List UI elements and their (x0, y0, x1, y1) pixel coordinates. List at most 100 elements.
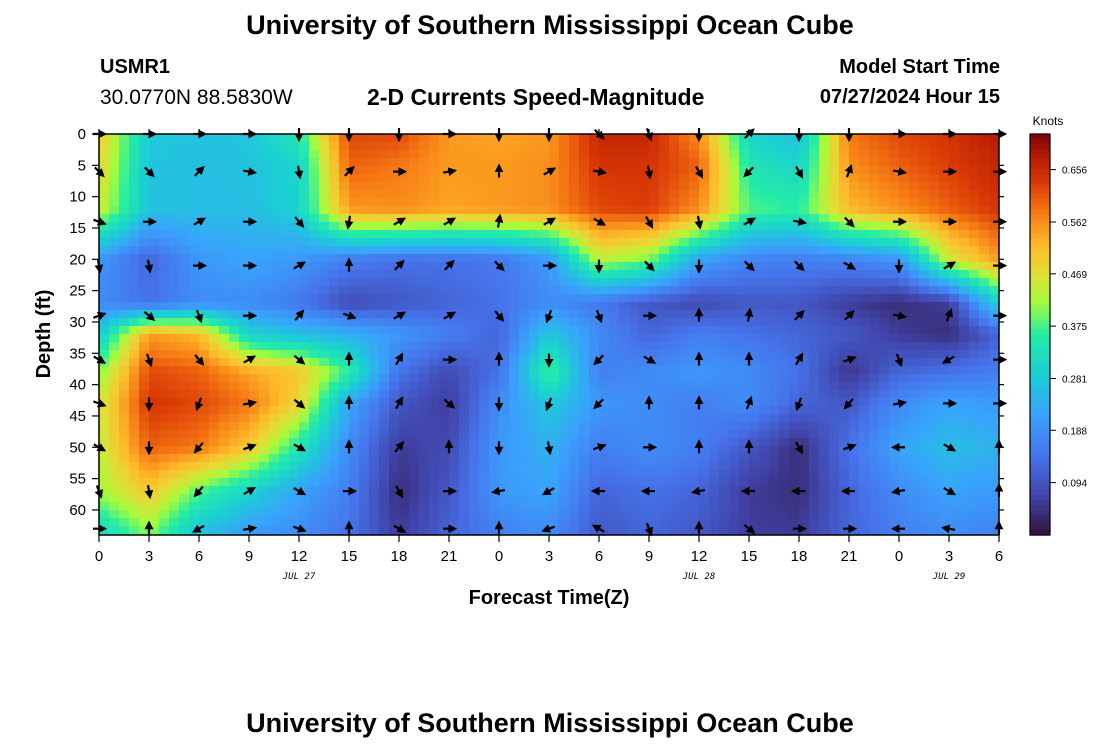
heatmap-cell (889, 430, 900, 439)
heatmap-cell (619, 518, 630, 527)
heatmap-cell (399, 270, 410, 279)
heatmap-cell (869, 454, 880, 463)
heatmap-cell (899, 174, 910, 183)
heatmap-cell (589, 334, 600, 343)
heatmap-cell (429, 334, 440, 343)
heatmap-cell (689, 286, 700, 295)
heatmap-cell (789, 342, 800, 351)
heatmap-cell (799, 302, 810, 311)
colorbar-segment (1030, 479, 1050, 486)
colorbar-segment (1030, 224, 1050, 230)
heatmap-cell (819, 454, 830, 463)
heatmap-cell (599, 230, 610, 239)
heatmap-cell (349, 190, 360, 199)
heatmap-cell (419, 478, 430, 487)
heatmap-cell (989, 446, 1000, 455)
x-tick-label: 3 (945, 548, 953, 565)
vector-arrow (794, 260, 805, 272)
heatmap-cell (969, 454, 980, 463)
heatmap-cell (859, 398, 870, 407)
heatmap-cell (969, 318, 980, 327)
heatmap-cell (419, 350, 430, 359)
heatmap-cell (219, 430, 230, 439)
heatmap-cell (359, 214, 370, 223)
heatmap-cell (459, 174, 470, 183)
heatmap-cell (549, 142, 560, 151)
heatmap-cell (759, 390, 770, 399)
heatmap-cell (739, 518, 750, 527)
heatmap-cell (189, 246, 200, 255)
heatmap-cell (159, 230, 170, 239)
heatmap-cell (109, 262, 120, 271)
heatmap-cell (829, 486, 840, 495)
heatmap-cell (739, 414, 750, 423)
heatmap-cell (979, 142, 990, 151)
heatmap-cell (739, 230, 750, 239)
heatmap-cell (339, 358, 350, 367)
heatmap-cell (449, 198, 460, 207)
heatmap-cell (849, 454, 860, 463)
heatmap-cell (479, 254, 490, 263)
heatmap-cell (659, 206, 670, 215)
heatmap-cell (209, 134, 220, 143)
heatmap-cell (779, 398, 790, 407)
heatmap-cell (409, 446, 420, 455)
heatmap-cell (649, 302, 660, 311)
heatmap-cell (579, 142, 590, 151)
heatmap-cell (219, 406, 230, 415)
heatmap-cell (469, 438, 480, 447)
heatmap-cell (149, 358, 160, 367)
heatmap-cell (439, 262, 450, 271)
heatmap-cell (959, 302, 970, 311)
heatmap-cell (969, 510, 980, 519)
heatmap-cell (329, 366, 340, 375)
heatmap-cell (989, 526, 1000, 535)
heatmap-cell (609, 358, 620, 367)
heatmap-cell (179, 262, 190, 271)
heatmap-cell (709, 142, 720, 151)
heatmap-cell (829, 470, 840, 479)
heatmap-cell (949, 278, 960, 287)
heatmap-cell (639, 294, 650, 303)
heatmap-cell (309, 294, 320, 303)
heatmap-cell (259, 190, 270, 199)
heatmap-cell (459, 190, 470, 199)
heatmap-cell (429, 382, 440, 391)
heatmap-cell (709, 414, 720, 423)
heatmap-cell (559, 142, 570, 151)
heatmap-cell (979, 214, 990, 223)
heatmap-cell (329, 334, 340, 343)
heatmap-cell (529, 190, 540, 199)
heatmap-cell (489, 222, 500, 231)
heatmap-cell (789, 454, 800, 463)
heatmap-cell (859, 286, 870, 295)
heatmap-cell (539, 318, 550, 327)
heatmap-cell (529, 438, 540, 447)
heatmap-cell (739, 374, 750, 383)
heatmap-cell (129, 486, 140, 495)
heatmap-cell (849, 398, 860, 407)
heatmap-cell (839, 478, 850, 487)
heatmap-cell (329, 214, 340, 223)
heatmap-cell (329, 478, 340, 487)
heatmap-cell (269, 342, 280, 351)
colorbar-segment (1030, 524, 1050, 531)
heatmap-cell (259, 246, 270, 255)
heatmap-cell (279, 390, 290, 399)
heatmap-cell (859, 486, 870, 495)
heatmap-cell (689, 246, 700, 255)
heatmap-cell (709, 134, 720, 143)
heatmap-cell (769, 294, 780, 303)
heatmap-cell (379, 494, 390, 503)
heatmap-cell (319, 414, 330, 423)
heatmap-cell (289, 358, 300, 367)
heatmap-cell (119, 230, 130, 239)
heatmap-cell (909, 198, 920, 207)
heatmap-cell (429, 310, 440, 319)
heatmap-cell (919, 214, 930, 223)
heatmap-cell (739, 286, 750, 295)
heatmap-cell (779, 254, 790, 263)
heatmap-cell (619, 254, 630, 263)
heatmap-cell (699, 134, 710, 143)
